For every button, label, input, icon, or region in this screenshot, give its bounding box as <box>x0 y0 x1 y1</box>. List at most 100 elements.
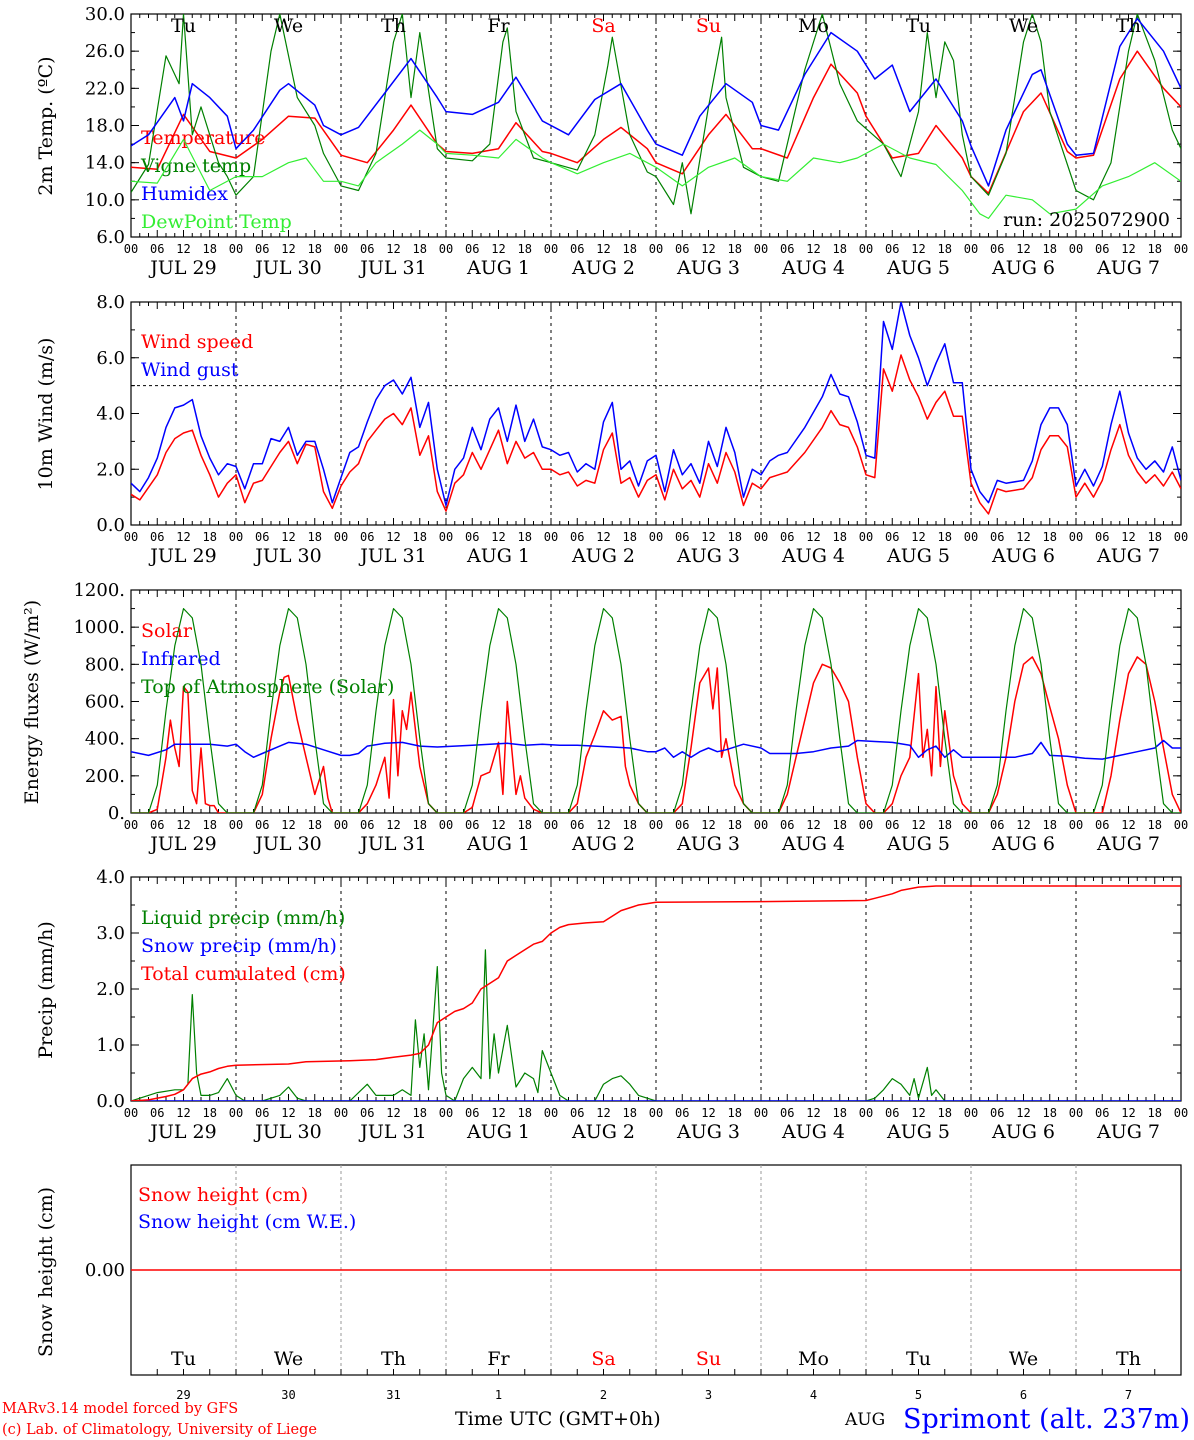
weekday-label-bottom: We <box>274 1348 303 1370</box>
date-label: AUG 5 <box>886 545 950 567</box>
y-tick-label: 4.0 <box>96 867 125 888</box>
copyright-credit: (c) Lab. of Climatology, University of L… <box>2 1422 317 1438</box>
hour-tick-label: 00 <box>229 1106 243 1120</box>
day-number-label: 31 <box>386 1388 400 1402</box>
hour-tick-label: 00 <box>124 530 138 544</box>
series-line-vigne-temp <box>131 14 1181 215</box>
series-line-humidex <box>131 17 1181 187</box>
y-tick-label: 18.0 <box>85 116 125 137</box>
hour-tick-label: 18 <box>413 242 427 256</box>
date-label: AUG 3 <box>676 257 740 279</box>
hour-tick-label: 12 <box>596 530 610 544</box>
hour-tick-label: 12 <box>176 530 190 544</box>
hour-tick-label: 18 <box>938 818 952 832</box>
date-label: AUG 1 <box>466 545 530 567</box>
hour-tick-label: 00 <box>1069 530 1083 544</box>
hour-tick-label: 12 <box>281 1106 295 1120</box>
series-line-dewpoint-temp <box>131 129 1181 219</box>
hour-tick-label: 18 <box>623 818 637 832</box>
hour-tick-label: 00 <box>859 818 873 832</box>
hour-tick-label: 12 <box>386 1106 400 1120</box>
hour-tick-label: 00 <box>1174 1106 1188 1120</box>
month-label: AUG <box>844 1410 885 1430</box>
hour-tick-label: 06 <box>1095 242 1109 256</box>
hour-tick-label: 12 <box>1121 530 1135 544</box>
hour-tick-label: 06 <box>885 530 899 544</box>
day-number-label: 30 <box>281 1388 295 1402</box>
hour-tick-label: 18 <box>1043 1106 1057 1120</box>
date-label: JUL 31 <box>358 545 426 567</box>
hour-tick-label: 12 <box>176 242 190 256</box>
series-line-wind-speed <box>131 354 1181 515</box>
hour-tick-label: 18 <box>833 242 847 256</box>
y-tick-label: 600. <box>85 692 125 713</box>
hour-tick-label: 00 <box>229 242 243 256</box>
x-axis-title: Time UTC (GMT+0h) <box>455 1408 661 1430</box>
hour-tick-label: 12 <box>596 242 610 256</box>
y-tick-label: 26.0 <box>85 41 125 62</box>
hour-tick-label: 18 <box>518 818 532 832</box>
hour-tick-label: 06 <box>570 1106 584 1120</box>
hour-tick-label: 06 <box>885 1106 899 1120</box>
hour-tick-label: 18 <box>1148 1106 1162 1120</box>
hour-tick-label: 06 <box>570 242 584 256</box>
date-label: AUG 7 <box>1096 1121 1160 1143</box>
hour-tick-label: 06 <box>675 818 689 832</box>
hour-tick-label: 06 <box>465 1106 479 1120</box>
hour-tick-label: 00 <box>649 530 663 544</box>
hour-tick-label: 00 <box>1174 818 1188 832</box>
day-number-label: 6 <box>1020 1388 1027 1402</box>
hour-tick-label: 06 <box>255 530 269 544</box>
hour-tick-label: 18 <box>518 530 532 544</box>
weekday-label-top: Th <box>381 15 406 37</box>
weekday-label-top: Tu <box>906 15 931 37</box>
weekday-label-bottom: Fr <box>487 1348 510 1370</box>
hour-tick-label: 18 <box>938 530 952 544</box>
hour-tick-label: 00 <box>859 242 873 256</box>
date-label: AUG 7 <box>1096 257 1160 279</box>
y-tick-label: 6.0 <box>96 227 125 248</box>
hour-tick-label: 06 <box>675 1106 689 1120</box>
hour-tick-label: 18 <box>833 530 847 544</box>
hour-tick-label: 12 <box>701 818 715 832</box>
hour-tick-label: 12 <box>491 242 505 256</box>
hour-tick-label: 06 <box>255 818 269 832</box>
hour-tick-label: 00 <box>1174 242 1188 256</box>
hour-tick-label: 00 <box>964 530 978 544</box>
legend-entry: Infrared <box>141 648 221 670</box>
hour-tick-label: 00 <box>544 242 558 256</box>
y-tick-label: 800. <box>85 654 125 675</box>
date-label: AUG 4 <box>781 545 845 567</box>
legend-entry: Liquid precip (mm/h) <box>141 907 345 929</box>
run-label: run: 2025072900 <box>1003 209 1170 231</box>
series-line-solar <box>131 656 1181 813</box>
hour-tick-label: 00 <box>859 530 873 544</box>
hour-tick-label: 18 <box>308 818 322 832</box>
hour-tick-label: 06 <box>360 1106 374 1120</box>
legend-entry: Vigne temp <box>140 155 251 177</box>
legend-entry: Wind gust <box>141 359 239 381</box>
date-label: AUG 6 <box>991 1121 1055 1143</box>
hour-tick-label: 18 <box>518 1106 532 1120</box>
hour-tick-label: 12 <box>491 1106 505 1120</box>
date-label: AUG 1 <box>466 833 530 855</box>
y-tick-label: 14.0 <box>85 153 125 174</box>
hour-tick-label: 06 <box>150 530 164 544</box>
hour-tick-label: 06 <box>1095 530 1109 544</box>
weekday-label-top: Mo <box>798 15 829 37</box>
y-tick-label: 0.0 <box>96 1091 125 1112</box>
y-tick-label: 3.0 <box>96 923 125 944</box>
hour-tick-label: 06 <box>990 242 1004 256</box>
hour-tick-label: 18 <box>833 818 847 832</box>
hour-tick-label: 00 <box>754 242 768 256</box>
hour-tick-label: 06 <box>1095 818 1109 832</box>
date-label: AUG 4 <box>781 833 845 855</box>
legend-entry: Top of Atmosphere (Solar) <box>141 676 394 698</box>
date-label: AUG 6 <box>991 833 1055 855</box>
hour-tick-label: 12 <box>386 818 400 832</box>
weekday-label-bottom: Th <box>1116 1348 1141 1370</box>
date-label: AUG 1 <box>466 1121 530 1143</box>
weekday-label-top: Th <box>1116 15 1141 37</box>
